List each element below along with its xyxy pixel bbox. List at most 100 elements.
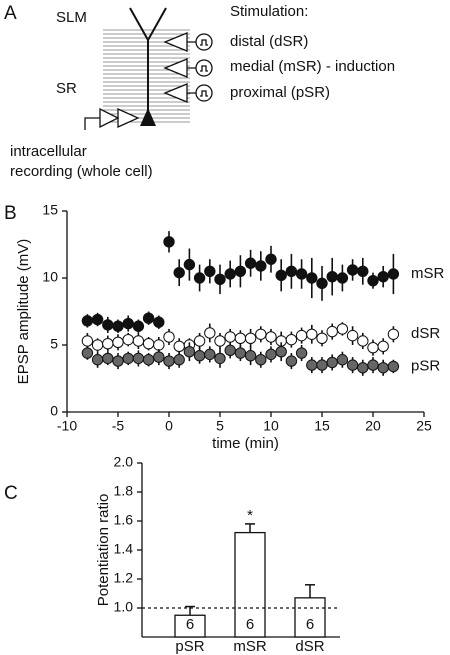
data-point xyxy=(367,359,379,371)
data-point xyxy=(387,268,400,280)
x-tick-label: mSR xyxy=(233,638,267,655)
data-point xyxy=(142,337,155,350)
data-point xyxy=(316,359,328,371)
data-point xyxy=(102,319,114,331)
stim-label: proximal (pSR) xyxy=(230,84,330,101)
stim-label: medial (mSR) - induction xyxy=(230,58,395,75)
data-point xyxy=(377,340,389,353)
data-point xyxy=(173,340,185,353)
data-point xyxy=(275,269,287,282)
soma xyxy=(140,108,156,126)
data-point xyxy=(306,359,318,371)
data-point xyxy=(255,260,267,272)
data-point xyxy=(377,270,389,283)
neuron-diagram: SLM SR Stimulation: distal (dSR) medial … xyxy=(10,3,395,180)
data-point xyxy=(336,354,349,366)
data-point xyxy=(204,348,216,361)
y-tick-label: 10 xyxy=(42,269,58,285)
data-point xyxy=(255,328,267,340)
x-tick-label: 5 xyxy=(216,418,224,434)
data-point xyxy=(234,265,247,277)
data-point xyxy=(214,352,226,365)
series-label: pSR xyxy=(411,357,440,374)
data-point xyxy=(285,355,298,367)
data-point xyxy=(102,337,114,350)
panel-label: C xyxy=(4,483,18,504)
stim-label: distal (dSR) xyxy=(230,33,308,50)
data-point xyxy=(357,265,369,277)
bar xyxy=(174,614,206,638)
data-point xyxy=(234,347,247,359)
data-point xyxy=(81,347,94,359)
data-point xyxy=(265,348,277,361)
data-point xyxy=(91,313,104,326)
data-point xyxy=(163,236,175,248)
data-point xyxy=(244,350,257,362)
data-point xyxy=(81,315,94,327)
y-tick-label: 1.0 xyxy=(114,599,134,615)
data-point xyxy=(346,359,359,371)
layer-label: SR xyxy=(56,80,77,97)
data-point xyxy=(367,274,379,287)
y-axis-label: Potentiation ratio xyxy=(95,494,112,607)
data-point xyxy=(357,335,369,347)
data-point xyxy=(204,327,216,339)
data-point xyxy=(357,362,369,374)
bar xyxy=(234,531,266,638)
data-point xyxy=(193,272,206,284)
data-point xyxy=(295,268,308,280)
data-point xyxy=(112,355,124,367)
x-tick-label: 10 xyxy=(263,418,279,434)
data-point xyxy=(336,272,349,284)
y-tick-label: 1.2 xyxy=(114,570,134,586)
y-tick-label: 5 xyxy=(50,336,58,352)
significance-label: * xyxy=(247,507,253,524)
y-tick-label: 1.6 xyxy=(114,512,134,528)
data-point xyxy=(346,264,359,276)
data-point xyxy=(142,312,155,324)
y-tick-label: 2.0 xyxy=(114,454,134,470)
x-tick-label: pSR xyxy=(175,638,204,655)
x-tick-label: -10 xyxy=(57,418,77,434)
y-tick-label: 1.4 xyxy=(114,541,134,557)
series-label: dSR xyxy=(411,325,440,342)
data-point xyxy=(193,335,206,347)
data-point xyxy=(122,317,134,330)
data-point xyxy=(295,347,308,359)
data-point xyxy=(204,265,216,277)
data-point xyxy=(326,356,338,369)
stim-title: Stimulation: xyxy=(230,3,308,20)
n-label: 6 xyxy=(306,616,314,633)
data-point xyxy=(132,335,145,347)
data-point xyxy=(244,332,257,344)
x-tick-label: 20 xyxy=(365,418,381,434)
y-axis-label: EPSP amplitude (mV) xyxy=(15,239,32,385)
panel-label: B xyxy=(4,203,17,224)
x-tick-label: 15 xyxy=(314,418,330,434)
data-point xyxy=(214,335,226,347)
bar xyxy=(294,597,326,638)
data-point xyxy=(377,362,389,374)
data-point xyxy=(153,351,165,363)
data-point xyxy=(255,354,267,366)
data-point xyxy=(112,320,124,332)
data-point xyxy=(163,331,175,343)
x-tick-label: 0 xyxy=(165,418,173,434)
data-point xyxy=(183,258,196,271)
data-point xyxy=(132,320,145,332)
data-point xyxy=(275,346,287,358)
series-label: mSR xyxy=(411,265,445,282)
data-point xyxy=(224,268,236,280)
y-tick-label: 1.8 xyxy=(114,483,134,499)
recording-electrode xyxy=(84,107,140,130)
stim-electrodes xyxy=(163,32,213,103)
data-point xyxy=(163,355,175,367)
data-point xyxy=(173,354,185,366)
data-point xyxy=(214,273,226,286)
data-point xyxy=(387,328,400,340)
data-point xyxy=(112,336,124,349)
panel-label: A xyxy=(4,3,17,24)
data-point xyxy=(193,350,206,362)
data-point xyxy=(173,266,185,279)
